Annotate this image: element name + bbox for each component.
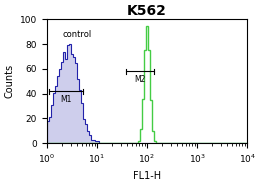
Text: control: control [63, 30, 92, 39]
Text: M2: M2 [134, 75, 146, 85]
Y-axis label: Counts: Counts [4, 64, 14, 98]
Text: M1: M1 [60, 95, 72, 104]
Title: K562: K562 [127, 4, 167, 18]
X-axis label: FL1-H: FL1-H [133, 171, 161, 181]
